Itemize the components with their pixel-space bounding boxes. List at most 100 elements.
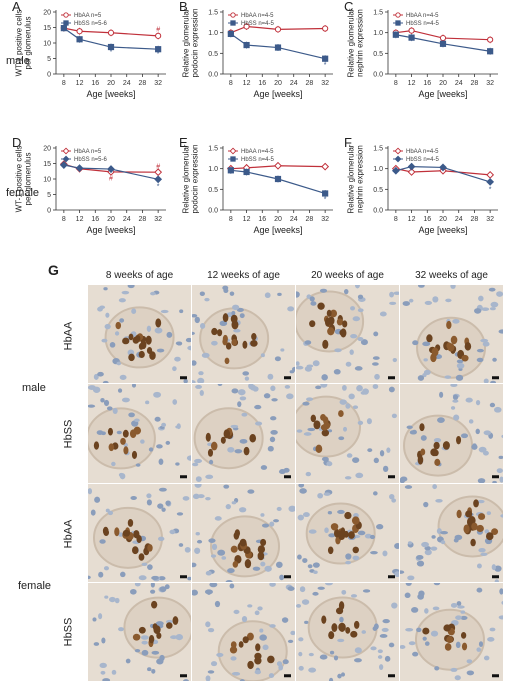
group-label-hbss-female: HbSS (62, 617, 75, 647)
micrograph-image (192, 483, 295, 582)
y-tick-label: 1.5 (208, 146, 218, 153)
y-tick-label: 0.0 (208, 208, 218, 215)
legend-label: HbAA n=5 (74, 149, 102, 155)
column-header-12wk: 12 weeks of age (207, 270, 280, 281)
data-point (243, 23, 250, 30)
data-point (407, 168, 416, 176)
micrograph-tile (296, 285, 400, 385)
row-label-male: male (6, 55, 30, 67)
micrograph-image (88, 582, 191, 681)
series-line (63, 27, 159, 50)
y-tick-label: 0 (47, 72, 51, 79)
legend-marker (230, 20, 236, 26)
x-tick-label: 12 (76, 216, 84, 223)
x-tick-label: 12 (408, 216, 416, 223)
x-tick-label: 32 (321, 216, 329, 223)
panel-label: A (12, 0, 21, 14)
data-point (107, 43, 115, 51)
series-line (230, 25, 326, 34)
series-line (230, 33, 326, 60)
micrograph-image (296, 384, 399, 483)
y-tick-label: 0.0 (373, 208, 383, 215)
legend-marker (395, 20, 401, 26)
series-line (63, 27, 159, 37)
sex-label-male: male (22, 382, 46, 394)
y-axis-label: per glomerulus (24, 153, 33, 206)
legend-label: HbSS n=5-6 (74, 21, 108, 27)
row-label-female: female (6, 187, 40, 199)
legend-marker (62, 147, 70, 155)
data-point (243, 168, 250, 176)
panel-label: F (344, 135, 352, 150)
data-point (154, 175, 163, 184)
micrograph-image (400, 483, 503, 582)
data-point (321, 162, 330, 171)
panel-label: D (12, 135, 21, 150)
x-tick-label: 16 (423, 80, 431, 87)
y-tick-label: 15 (43, 161, 51, 168)
y-axis-label: nephrin expression (356, 145, 365, 213)
x-axis-label: Age [weeks] (253, 225, 302, 235)
legend-label: HbAA n=4-5 (406, 13, 439, 19)
data-point (439, 40, 447, 47)
legend-label: HbSS n=4-5 (241, 21, 275, 27)
y-axis-label: nephrin expression (356, 9, 365, 77)
y-tick-label: 0.0 (373, 72, 383, 79)
data-point (274, 161, 282, 170)
micrograph-tile (296, 582, 400, 682)
x-tick-label: 32 (321, 80, 329, 87)
significance-marker: # (156, 163, 160, 170)
series-line (395, 34, 491, 52)
y-tick-label: 20 (43, 10, 51, 17)
y-tick-label: 10 (43, 177, 51, 184)
y-tick-label: 15 (43, 25, 51, 32)
data-point (155, 32, 162, 39)
x-tick-label: 20 (107, 216, 115, 223)
data-point (407, 162, 416, 171)
data-point (322, 55, 329, 62)
x-tick-label: 16 (423, 216, 431, 223)
legend-label: HbAA n=4-5 (241, 149, 274, 155)
x-tick-label: 8 (229, 216, 233, 223)
micrograph-image (88, 285, 191, 384)
y-tick-label: 1.5 (373, 146, 383, 153)
x-tick-label: 12 (408, 80, 416, 87)
legend-label: HbSS n=5-6 (74, 157, 108, 163)
y-axis-label: per glomerulus (24, 17, 33, 70)
data-point (408, 34, 415, 41)
y-axis-label: Relative glomerular (347, 144, 356, 213)
micrograph-image (400, 384, 503, 483)
significance-marker: * (489, 186, 492, 193)
y-tick-label: 5 (47, 192, 51, 199)
data-point (322, 25, 329, 32)
micrograph-image (192, 285, 295, 384)
panel-label: C (344, 0, 353, 14)
legend-label: HbAA n=5 (74, 13, 102, 19)
micrograph-tile (192, 483, 296, 583)
chart-panel-b: B 0.0 0.5 1.0 1.5 8 12 16 20 24 28 32 Age [weeks] Rel… (179, 0, 333, 99)
x-tick-label: 12 (243, 216, 251, 223)
x-tick-label: 28 (306, 216, 314, 223)
y-tick-label: 0 (47, 208, 51, 215)
micrograph-image (400, 285, 503, 384)
micrograph-tile (400, 285, 504, 385)
y-tick-label: 0.5 (373, 187, 383, 194)
data-point (227, 167, 234, 174)
significance-marker: # (109, 175, 113, 182)
legend-marker (230, 156, 236, 162)
micrograph-image (296, 285, 399, 384)
y-tick-label: 10 (43, 41, 51, 48)
significance-marker: * (324, 62, 327, 69)
micrograph-grid (88, 285, 504, 682)
y-axis-label: Relative glomerular (182, 8, 191, 77)
micrograph-image (192, 384, 295, 483)
data-point (486, 177, 495, 186)
micrograph-tile (88, 384, 192, 484)
data-point (154, 168, 163, 177)
x-tick-label: 24 (455, 80, 463, 87)
x-tick-label: 12 (243, 80, 251, 87)
y-tick-label: 0.5 (208, 187, 218, 194)
y-tick-label: 0.5 (373, 51, 383, 58)
series-line (230, 169, 326, 195)
panel-label: E (179, 135, 188, 150)
